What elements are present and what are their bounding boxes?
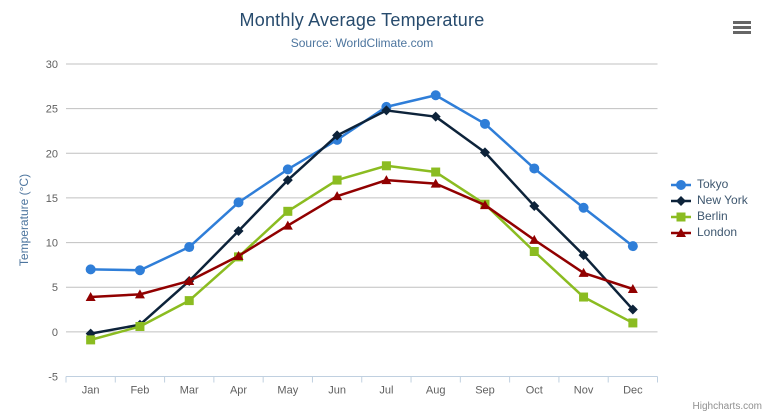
x-axis-label: Aug bbox=[426, 385, 446, 397]
x-axis-label: Jun bbox=[328, 385, 346, 397]
y-axis-label: -5 bbox=[48, 372, 58, 384]
point-berlin-marker[interactable] bbox=[579, 292, 589, 302]
point-london-marker[interactable] bbox=[479, 200, 490, 210]
series-line-london bbox=[90, 178, 634, 299]
point-new-york-marker[interactable] bbox=[627, 304, 638, 315]
legend-new-york-marker[interactable] bbox=[676, 195, 686, 206]
x-axis-label: Feb bbox=[130, 385, 149, 397]
series-line-berlin bbox=[90, 164, 634, 342]
point-london-marker[interactable] bbox=[627, 284, 638, 293]
point-london-marker[interactable] bbox=[233, 250, 244, 260]
point-new-york-marker[interactable] bbox=[233, 225, 244, 236]
hamburger-icon bbox=[733, 25, 751, 29]
point-berlin-marker[interactable] bbox=[332, 175, 342, 185]
x-axis-label: Oct bbox=[526, 385, 543, 397]
point-new-york-marker[interactable] bbox=[529, 200, 540, 211]
export-menu-button[interactable] bbox=[730, 17, 754, 37]
point-berlin-marker[interactable] bbox=[431, 167, 441, 177]
y-axis-label: 0 bbox=[52, 327, 58, 339]
point-new-york-marker[interactable] bbox=[479, 147, 490, 158]
legend-item-tokyo[interactable]: Tokyo bbox=[670, 178, 748, 191]
y-axis-label: 30 bbox=[46, 59, 58, 71]
point-new-york-marker[interactable] bbox=[381, 105, 392, 116]
y-axis-label: 10 bbox=[46, 238, 58, 250]
point-london-marker[interactable] bbox=[381, 175, 392, 185]
point-tokyo-marker[interactable] bbox=[627, 241, 638, 252]
point-london-marker[interactable] bbox=[85, 292, 96, 302]
y-axis-label: 25 bbox=[46, 104, 58, 116]
legend: Tokyo New York Berlin London bbox=[670, 178, 748, 239]
point-berlin-marker[interactable] bbox=[135, 322, 145, 331]
legend-label: London bbox=[697, 225, 738, 239]
legend-marker-diamond-icon bbox=[671, 195, 691, 206]
point-berlin-marker[interactable] bbox=[184, 296, 194, 306]
point-berlin-marker[interactable] bbox=[529, 247, 539, 256]
point-tokyo-marker[interactable] bbox=[529, 163, 540, 174]
point-tokyo-marker[interactable] bbox=[430, 90, 441, 101]
point-berlin-marker[interactable] bbox=[283, 206, 293, 216]
legend-item-new-york[interactable]: New York bbox=[670, 194, 748, 207]
point-tokyo-marker[interactable] bbox=[85, 264, 96, 275]
legend-item-berlin[interactable]: Berlin bbox=[670, 210, 748, 223]
chart-subtitle: Source: WorldClimate.com bbox=[290, 36, 434, 50]
x-axis-label: Nov bbox=[574, 385, 594, 397]
point-tokyo-marker[interactable] bbox=[578, 202, 589, 213]
x-axis-label: Apr bbox=[230, 385, 247, 397]
x-axis-label: Mar bbox=[180, 385, 199, 397]
legend-label: New York bbox=[697, 193, 748, 207]
point-london-marker[interactable] bbox=[578, 267, 589, 277]
point-london-marker[interactable] bbox=[332, 191, 343, 201]
legend-berlin-marker[interactable] bbox=[676, 212, 686, 221]
y-axis-label: 5 bbox=[52, 282, 58, 294]
point-london-marker[interactable] bbox=[184, 275, 195, 285]
point-tokyo-marker[interactable] bbox=[134, 265, 145, 276]
point-london-marker[interactable] bbox=[430, 178, 441, 188]
y-axis-label: 15 bbox=[46, 193, 58, 205]
point-berlin-marker[interactable] bbox=[86, 335, 96, 345]
legend-label: Berlin bbox=[697, 209, 728, 223]
x-axis-label: Jul bbox=[379, 385, 393, 397]
point-london-marker[interactable] bbox=[529, 234, 540, 244]
legend-item-london[interactable]: London bbox=[670, 226, 748, 239]
point-new-york-marker[interactable] bbox=[578, 250, 589, 261]
x-axis-label: Sep bbox=[475, 385, 495, 397]
legend-label: Tokyo bbox=[697, 177, 729, 191]
legend-marker-square-icon bbox=[671, 212, 691, 221]
legend-marker-circle-icon bbox=[671, 179, 691, 190]
point-new-york-marker[interactable] bbox=[282, 175, 293, 186]
point-london-marker[interactable] bbox=[282, 220, 293, 230]
legend-marker-triangle-icon bbox=[671, 227, 691, 237]
point-berlin-marker[interactable] bbox=[628, 318, 638, 328]
x-axis-label: Dec bbox=[623, 385, 643, 397]
y-axis-title: Temperature (°C) bbox=[17, 173, 31, 267]
series-line-new-york bbox=[90, 109, 634, 335]
y-axis-label: 20 bbox=[46, 148, 58, 160]
hamburger-icon bbox=[733, 20, 751, 24]
legend-london-marker[interactable] bbox=[676, 227, 686, 237]
point-tokyo-marker[interactable] bbox=[479, 118, 490, 129]
point-tokyo-marker[interactable] bbox=[184, 242, 195, 253]
point-new-york-marker[interactable] bbox=[332, 130, 343, 141]
credits-link[interactable]: Highcharts.com bbox=[692, 401, 762, 412]
point-new-york-marker[interactable] bbox=[430, 111, 441, 122]
point-london-marker[interactable] bbox=[134, 289, 145, 299]
point-berlin-marker[interactable] bbox=[381, 161, 391, 171]
legend-tokyo-marker[interactable] bbox=[676, 179, 686, 190]
x-axis-label: May bbox=[277, 385, 298, 397]
chart-title: Monthly Average Temperature bbox=[239, 10, 485, 30]
x-axis-label: Jan bbox=[82, 385, 100, 397]
point-tokyo-marker[interactable] bbox=[282, 164, 293, 175]
point-tokyo-marker[interactable] bbox=[233, 197, 244, 208]
hamburger-icon bbox=[733, 30, 751, 34]
series-line-tokyo bbox=[90, 94, 634, 272]
